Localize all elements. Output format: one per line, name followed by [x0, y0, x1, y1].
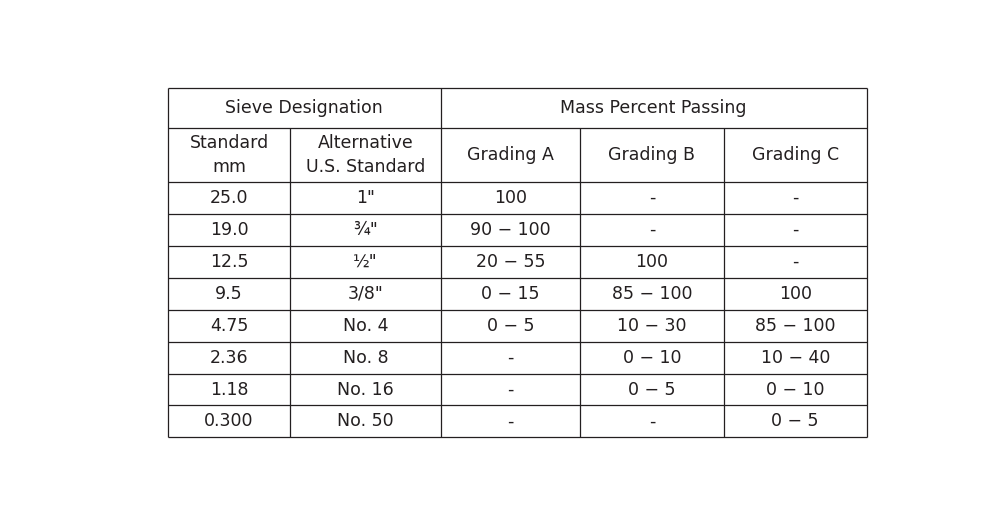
Text: No. 50: No. 50 [337, 412, 394, 430]
Text: 0 − 5: 0 − 5 [772, 412, 819, 430]
Text: Standard
mm: Standard mm [189, 134, 269, 176]
Text: Alternative
U.S. Standard: Alternative U.S. Standard [306, 134, 425, 176]
Text: 25.0: 25.0 [209, 189, 248, 207]
Text: 0 − 10: 0 − 10 [766, 380, 825, 398]
Text: ¾": ¾" [353, 221, 378, 239]
Text: 0.300: 0.300 [204, 412, 254, 430]
Text: 0 − 15: 0 − 15 [481, 285, 540, 303]
Text: 1.18: 1.18 [209, 380, 248, 398]
Text: 20 − 55: 20 − 55 [476, 253, 545, 271]
Text: -: - [507, 380, 514, 398]
Text: 0 − 5: 0 − 5 [628, 380, 675, 398]
Text: -: - [648, 221, 655, 239]
Text: 10 − 40: 10 − 40 [761, 349, 830, 367]
Text: No. 8: No. 8 [343, 349, 388, 367]
Text: -: - [648, 189, 655, 207]
Text: No. 16: No. 16 [337, 380, 394, 398]
Text: Grading B: Grading B [608, 146, 695, 164]
Text: 90 − 100: 90 − 100 [470, 221, 551, 239]
Text: -: - [507, 349, 514, 367]
Text: 0 − 5: 0 − 5 [487, 317, 534, 335]
Text: 10 − 30: 10 − 30 [617, 317, 686, 335]
Text: 85 − 100: 85 − 100 [611, 285, 692, 303]
Text: 2.36: 2.36 [209, 349, 248, 367]
Text: 1": 1" [356, 189, 375, 207]
Text: 3/8": 3/8" [348, 285, 384, 303]
Text: No. 4: No. 4 [343, 317, 388, 335]
Text: 85 − 100: 85 − 100 [755, 317, 836, 335]
Text: -: - [792, 253, 799, 271]
Text: Grading A: Grading A [467, 146, 554, 164]
Text: Mass Percent Passing: Mass Percent Passing [560, 99, 746, 117]
Text: -: - [507, 412, 514, 430]
Text: 100: 100 [494, 189, 527, 207]
Text: 100: 100 [779, 285, 812, 303]
Text: 4.75: 4.75 [210, 317, 248, 335]
Text: 12.5: 12.5 [209, 253, 248, 271]
Text: -: - [792, 221, 799, 239]
Text: Sieve Designation: Sieve Designation [225, 99, 383, 117]
Text: ½": ½" [353, 253, 378, 271]
Text: -: - [792, 189, 799, 207]
Text: -: - [648, 412, 655, 430]
Text: 0 − 10: 0 − 10 [622, 349, 681, 367]
Text: Grading C: Grading C [752, 146, 839, 164]
Text: 100: 100 [635, 253, 668, 271]
Text: 19.0: 19.0 [209, 221, 248, 239]
Text: 9.5: 9.5 [215, 285, 242, 303]
